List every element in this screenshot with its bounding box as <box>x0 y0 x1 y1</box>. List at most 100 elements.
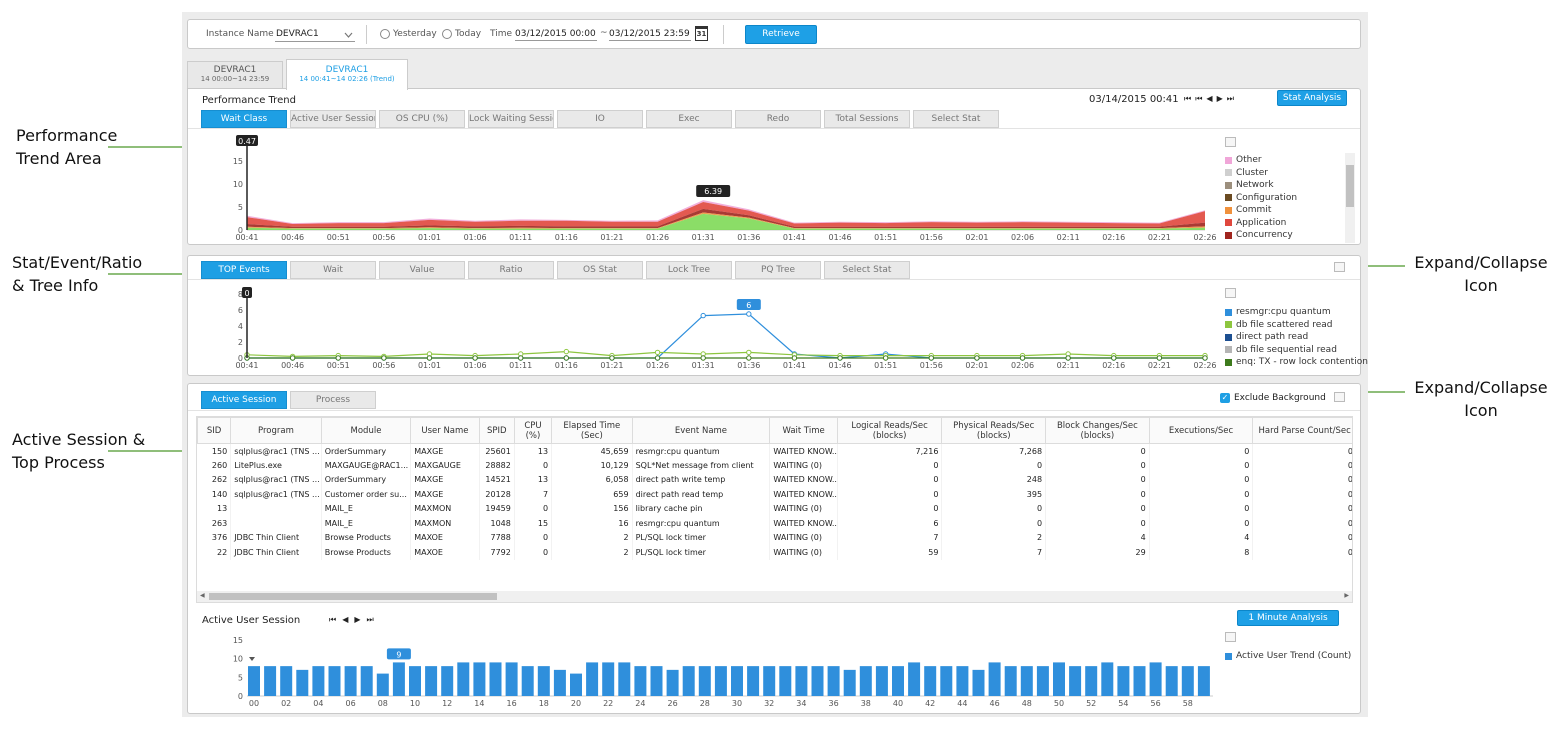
tab-exec[interactable]: Exec <box>646 110 732 128</box>
legend-item[interactable]: db file scattered read <box>1225 319 1368 332</box>
table-row[interactable]: 260 LitePlus.exe MAXGAUGE@RAC1... MAXGAUGE 2… <box>197 458 1352 473</box>
table-row[interactable]: 150 sqlplus@rac1 (TNS ... OrderSummary MAXG… <box>197 443 1352 458</box>
horizontal-scrollbar[interactable]: ◀ ▶ <box>197 591 1352 602</box>
tab-process[interactable]: Process <box>290 391 376 409</box>
table-cell: 0 <box>1149 472 1254 487</box>
table-row[interactable]: 13 MAIL_E MAXMON 19459 0 156 library cache pin… <box>197 501 1352 516</box>
table-cell: WAITING (0) <box>769 458 838 473</box>
tab-active-user-session[interactable]: Active User Session <box>290 110 376 128</box>
x-tick-label: 01:11 <box>509 233 532 242</box>
chart-options-icon[interactable] <box>1225 288 1236 298</box>
column-header[interactable]: Block Changes/Sec (blocks) <box>1045 417 1150 444</box>
tab-top-events[interactable]: TOP Events <box>201 261 287 279</box>
tab-os-stat[interactable]: OS Stat <box>557 261 643 279</box>
table-row[interactable]: 22 JDBC Thin Client Browse Products MAXOE 77… <box>197 545 1352 560</box>
retrieve-button[interactable]: Retrieve <box>745 25 817 44</box>
column-header[interactable]: Module <box>320 417 412 444</box>
column-header[interactable]: Wait Time <box>769 417 838 444</box>
legend-item[interactable]: Application <box>1225 217 1297 230</box>
tab-wait[interactable]: Wait <box>290 261 376 279</box>
y-tick-label: 0 <box>238 226 243 235</box>
tab-wait-class[interactable]: Wait Class <box>201 110 287 128</box>
tab-pq-tree[interactable]: PQ Tree <box>735 261 821 279</box>
column-header[interactable]: Physical Reads/Sec (blocks) <box>941 417 1047 444</box>
prev-page-icon[interactable]: ⏮ <box>1195 94 1203 103</box>
chart-options-icon[interactable] <box>1225 137 1236 147</box>
tab-lock-tree[interactable]: Lock Tree <box>646 261 732 279</box>
column-header[interactable]: Executions/Sec <box>1148 417 1254 444</box>
prev-icon[interactable]: ◀ <box>342 615 349 624</box>
legend-item[interactable]: enq: TX - row lock contention <box>1225 356 1368 369</box>
column-header[interactable]: Program <box>230 417 322 444</box>
legend-swatch <box>1225 321 1232 329</box>
legend-item[interactable]: Cluster <box>1225 167 1297 180</box>
legend-item[interactable]: db file sequential read <box>1225 344 1368 357</box>
legend-item[interactable]: Commit <box>1225 204 1297 217</box>
table-cell: 0 <box>941 458 1047 473</box>
today-radio[interactable] <box>442 29 452 39</box>
tab-lock-waiting-sessions[interactable]: Lock Waiting Sessions <box>468 110 554 128</box>
last-icon[interactable]: ⏭ <box>1226 94 1234 103</box>
stat-analysis-button[interactable]: Stat Analysis <box>1277 90 1347 106</box>
column-header[interactable]: Logical Reads/Sec (blocks) <box>836 417 943 444</box>
legend-item[interactable]: Other <box>1225 154 1297 167</box>
scroll-right-icon[interactable]: ▶ <box>1344 592 1349 599</box>
scrollbar-thumb[interactable] <box>209 593 497 600</box>
tab-os-cpu[interactable]: OS CPU (%) <box>379 110 465 128</box>
tab-value[interactable]: Value <box>379 261 465 279</box>
first-icon[interactable]: ⏮ <box>329 615 337 624</box>
column-header[interactable]: User Name <box>410 417 480 444</box>
legend-item[interactable]: resmgr:cpu quantum <box>1225 306 1368 319</box>
table-row[interactable]: 262 sqlplus@rac1 (TNS ... OrderSummary MAXG… <box>197 472 1352 487</box>
tab-active-session[interactable]: Active Session <box>201 391 287 409</box>
time-from-input[interactable]: 03/12/2015 00:00 <box>515 29 597 41</box>
legend-scrollbar[interactable] <box>1345 153 1355 243</box>
legend-item[interactable]: Concurrency <box>1225 229 1297 242</box>
instance-select[interactable]: DEVRAC1 <box>275 27 355 42</box>
table-cell: MAXGAUGE@RAC1... <box>321 458 412 473</box>
table-cell: OrderSummary <box>321 472 412 487</box>
scrollbar-thumb[interactable] <box>1346 165 1354 207</box>
next-icon[interactable]: ▶ <box>354 615 361 624</box>
tab-total-sessions[interactable]: Total Sessions <box>824 110 910 128</box>
column-header[interactable]: CPU (%) <box>513 417 553 444</box>
last-icon[interactable]: ⏭ <box>366 615 374 624</box>
data-point <box>746 349 752 356</box>
legend-item[interactable]: Active User Trend (Count) <box>1225 650 1351 663</box>
tab-select-stat[interactable]: Select Stat <box>824 261 910 279</box>
time-to-input[interactable]: 03/12/2015 23:59 <box>609 29 691 41</box>
prev-icon[interactable]: ◀ <box>1206 94 1213 103</box>
column-header[interactable]: Hard Parse Count/Sec <box>1252 417 1352 444</box>
table-row[interactable]: 263 MAIL_E MAXMON 1048 15 16 resmgr:cpu quantu… <box>197 516 1352 531</box>
column-header[interactable]: SID <box>197 417 232 444</box>
legend-item[interactable]: Configuration <box>1225 192 1297 205</box>
one-minute-analysis-button[interactable]: 1 Minute Analysis <box>1237 610 1339 626</box>
tab-io[interactable]: IO <box>557 110 643 128</box>
column-header[interactable]: SPID <box>478 417 515 444</box>
x-tick-label: 56 <box>1151 699 1161 708</box>
doc-tab-1[interactable]: DEVRAC1 14 00:00~14 23:59 <box>187 61 283 88</box>
table-row[interactable]: 376 JDBC Thin Client Browse Products MAXOE 7… <box>197 530 1352 545</box>
scroll-left-icon[interactable]: ◀ <box>200 592 205 599</box>
expand-collapse-icon[interactable] <box>1334 392 1345 402</box>
exclude-background-checkbox[interactable]: ✓ <box>1220 393 1230 403</box>
table-row[interactable]: 140 sqlplus@rac1 (TNS ... Customer order s… <box>197 487 1352 502</box>
doc-tab-2[interactable]: DEVRAC1 14 00:41~14 02:26 (Trend) <box>286 59 408 90</box>
tab-select-stat[interactable]: Select Stat <box>913 110 999 128</box>
first-icon[interactable]: ⏮ <box>1184 94 1192 103</box>
legend-swatch <box>1225 652 1232 660</box>
legend-item[interactable]: Network <box>1225 179 1297 192</box>
tab-redo[interactable]: Redo <box>735 110 821 128</box>
annotation-line: Expand/Collapse <box>1414 378 1548 397</box>
tab-ratio[interactable]: Ratio <box>468 261 554 279</box>
column-header[interactable]: Event Name <box>631 417 771 444</box>
legend-item[interactable]: direct path read <box>1225 331 1368 344</box>
next-icon[interactable]: ▶ <box>1216 94 1223 103</box>
chart-options-icon[interactable] <box>1225 632 1236 642</box>
expand-collapse-icon[interactable] <box>1334 262 1345 272</box>
column-header[interactable]: Elapsed Time (Sec) <box>551 417 633 444</box>
area-series <box>247 200 1205 225</box>
yesterday-radio[interactable] <box>380 29 390 39</box>
x-tick-label: 01:21 <box>600 233 623 242</box>
calendar-icon[interactable]: 31 <box>695 26 708 41</box>
